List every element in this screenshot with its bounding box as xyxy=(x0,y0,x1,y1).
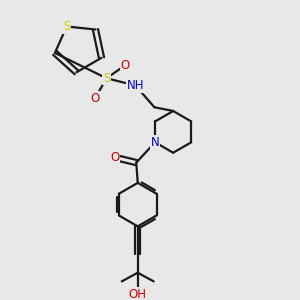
Text: O: O xyxy=(110,151,119,164)
Text: OH: OH xyxy=(129,288,147,300)
Text: N: N xyxy=(151,136,160,149)
Text: O: O xyxy=(90,92,100,105)
Text: NH: NH xyxy=(127,79,144,92)
Text: O: O xyxy=(121,59,130,72)
Text: S: S xyxy=(103,72,110,85)
Text: S: S xyxy=(63,20,70,33)
